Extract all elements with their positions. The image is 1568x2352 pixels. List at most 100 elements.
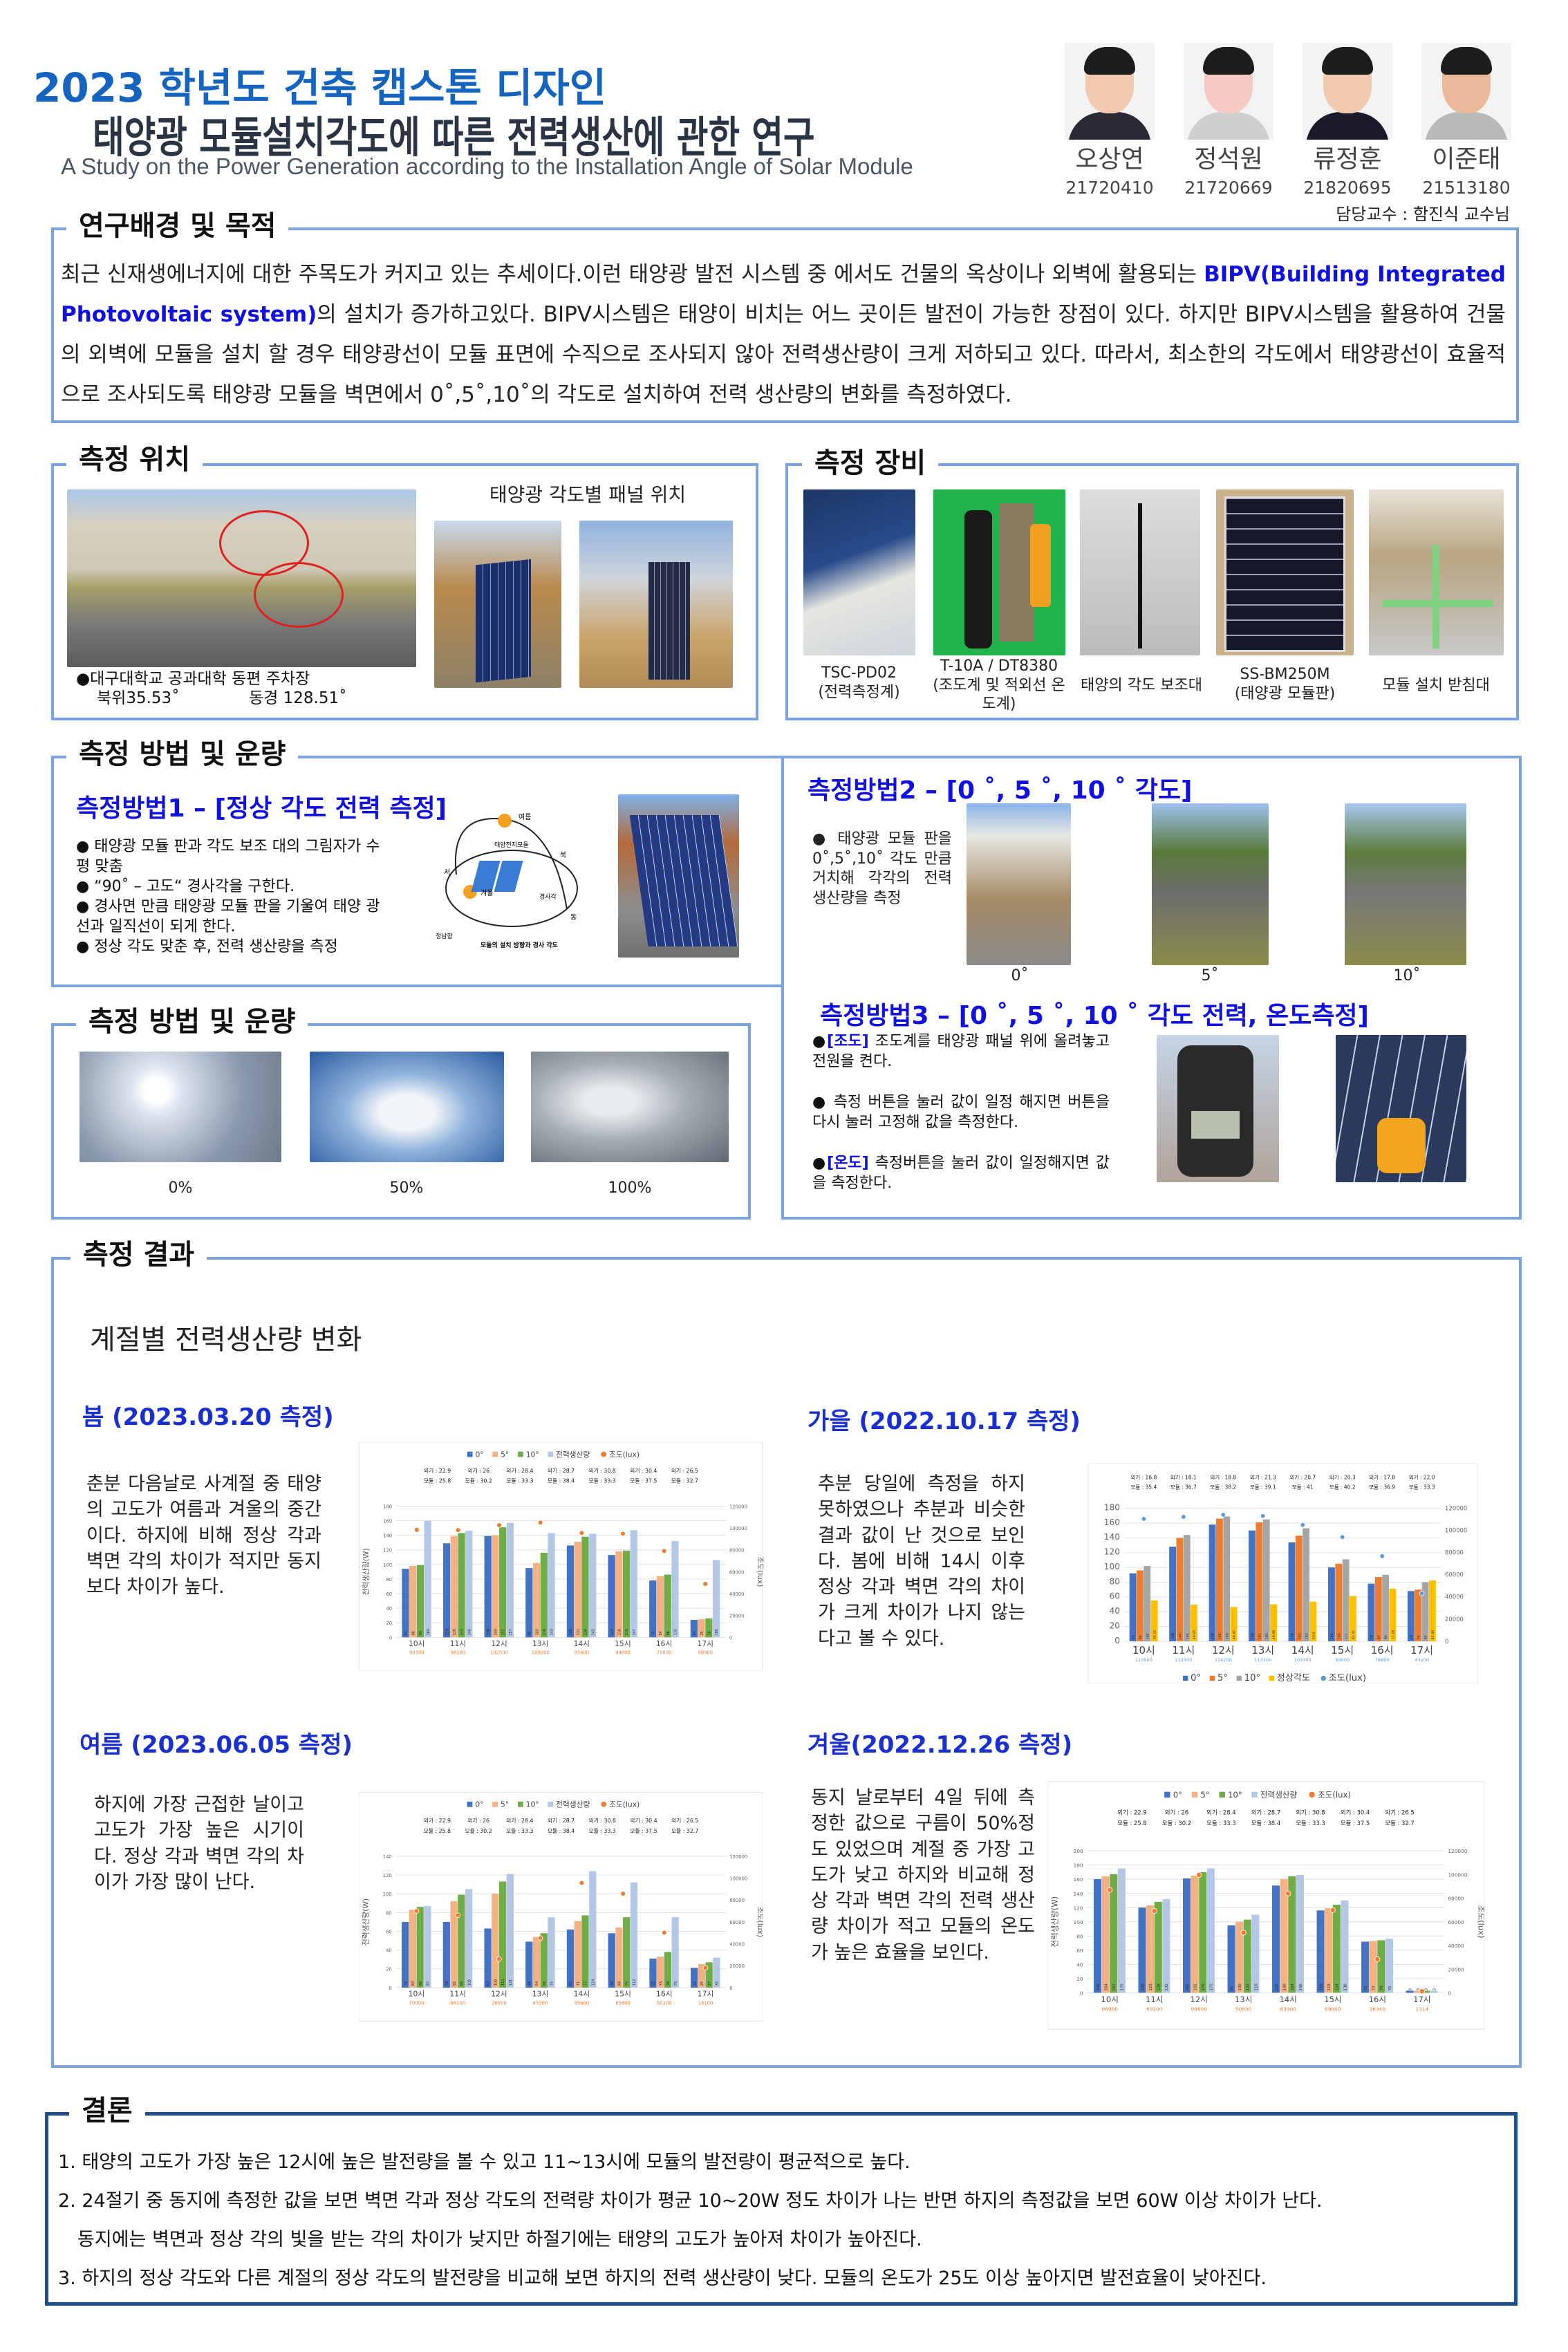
bar-10° bbox=[1342, 1559, 1350, 1642]
x-tick-label: 15시 bbox=[615, 1990, 631, 1999]
bar-10° bbox=[1144, 1566, 1151, 1642]
module-temp-label: 모듈 : 38.4 bbox=[548, 1477, 575, 1484]
bar-data-label: 78 bbox=[651, 1631, 655, 1635]
equipment-caption: 태양의 각도 보조대 bbox=[1076, 676, 1207, 696]
bar-data-label: 71 bbox=[577, 1981, 581, 1986]
bar-data-label: 106 bbox=[715, 1629, 719, 1635]
bar-data-label: 53.6 bbox=[1312, 1632, 1316, 1639]
bar-전력생산량 bbox=[1385, 1939, 1393, 1993]
legend-marker bbox=[518, 1451, 523, 1457]
bar-data-label: 120 bbox=[1141, 1984, 1145, 1990]
x-tick-label: 16시 bbox=[656, 1639, 672, 1648]
x-tick-label: 10시 bbox=[409, 1990, 425, 1999]
bar-0° bbox=[1208, 1524, 1216, 1642]
outdoor-temp-label: 외기 : 18.1 bbox=[1170, 1473, 1197, 1480]
bar-data-label: 167 bbox=[1112, 1984, 1117, 1990]
bar-data-label: 75 bbox=[625, 1981, 629, 1986]
bar-data-label: 161 bbox=[1186, 1984, 1190, 1990]
legend-label: 10° bbox=[1228, 1790, 1242, 1800]
y-tick-label: 20 bbox=[386, 1967, 392, 1972]
lux-data-label: 69100 bbox=[1146, 2006, 1163, 2013]
bar-data-label: 95 bbox=[1230, 1986, 1234, 1991]
x-tick-label: 17시 bbox=[697, 1639, 713, 1648]
y2-tick-label: 20000 bbox=[1445, 1616, 1464, 1623]
bar-data-label: 58 bbox=[610, 1981, 615, 1986]
bar-data-label: 132 bbox=[1165, 1984, 1169, 1990]
lux-data-label: 45200 bbox=[533, 2000, 548, 2006]
member-id: 21720669 bbox=[1184, 178, 1273, 198]
lux-data-label: 94000 bbox=[1335, 1657, 1350, 1663]
bar-0° bbox=[1169, 1547, 1177, 1642]
bar-data-label: 153 bbox=[1305, 1633, 1309, 1639]
equipment-title: 측정 장비 bbox=[802, 449, 939, 477]
legend-marker bbox=[1164, 1791, 1170, 1798]
bar-10° bbox=[1421, 1582, 1429, 1642]
lux-data-label: 43200 bbox=[1415, 1657, 1429, 1663]
legend-label: 0° bbox=[475, 1800, 483, 1809]
results-title: 측정 결과 bbox=[71, 1241, 207, 1269]
y2-tick-label: 0 bbox=[1448, 1990, 1451, 1997]
x-tick-label: 10시 bbox=[1101, 1995, 1118, 2004]
bar-data-label: 86 bbox=[419, 1981, 423, 1986]
lux-point bbox=[1285, 1890, 1291, 1896]
outdoor-temp-label: 외기 : 26 bbox=[467, 1467, 489, 1474]
y-tick-label: 120 bbox=[1104, 1547, 1120, 1557]
bar-data-label: 143 bbox=[1298, 1633, 1302, 1639]
lux-data-label: 95600 bbox=[575, 2000, 590, 2006]
bar-5° bbox=[698, 1618, 705, 1638]
equipment-desc: (조도계 및 적외선 온도계) bbox=[933, 676, 1065, 713]
bar-data-label: 70 bbox=[1417, 1635, 1421, 1639]
equipment-caption: T-10A / DT8380 (조도계 및 적외선 온도계) bbox=[930, 657, 1068, 714]
y-tick-label: 140 bbox=[1104, 1532, 1120, 1542]
module-temp-label: 모듈 : 36.9 bbox=[1369, 1484, 1395, 1491]
bar-0° bbox=[566, 1929, 575, 1988]
summer-heading: 여름 (2023.06.05 측정) bbox=[80, 1731, 353, 1759]
x-tick-label: 16시 bbox=[1371, 1644, 1394, 1656]
legend-marker bbox=[1236, 1675, 1242, 1681]
background-title: 연구배경 및 목적 bbox=[66, 212, 289, 240]
bar-data-label: 49 bbox=[528, 1981, 532, 1986]
bar-전력생산량 bbox=[589, 1871, 597, 1988]
diagram-label: 태양전지모듈 bbox=[494, 841, 529, 849]
bar-5° bbox=[1256, 1522, 1263, 1642]
bar-data-label: 151 bbox=[501, 1629, 505, 1635]
y-tick-label: 40 bbox=[1076, 1961, 1083, 1968]
outdoor-temp-label: 외기 : 26.5 bbox=[671, 1467, 698, 1474]
module-temp-label: 모듈 : 38.4 bbox=[548, 1828, 575, 1834]
outdoor-temp-label: 외기 : 28.4 bbox=[1206, 1809, 1235, 1816]
panel-photo bbox=[434, 521, 561, 688]
module-temp-label: 모듈 : 30.2 bbox=[465, 1828, 492, 1834]
y-tick-label: 60 bbox=[1076, 1948, 1083, 1954]
bar-data-label: 134 bbox=[1291, 1633, 1295, 1639]
bar-0° bbox=[649, 1958, 657, 1988]
lux-data-label: 113100 bbox=[1254, 1657, 1271, 1663]
x-tick-label: 10시 bbox=[409, 1639, 424, 1648]
bar-data-label: 84 bbox=[659, 1631, 663, 1635]
conclusion-list: 1. 태양의 고도가 가장 높은 12시에 높은 발전량을 볼 수 있고 11~… bbox=[58, 2143, 1323, 2298]
bar-10° bbox=[540, 1933, 548, 1988]
bar-data-label: 38 bbox=[666, 1981, 671, 1986]
method1-bullet: ● “90˚ – 고도“ 경사각을 구한다. bbox=[76, 878, 295, 895]
lux-point bbox=[414, 1527, 420, 1533]
outdoor-temp-label: 외기 : 28.4 bbox=[506, 1467, 533, 1474]
method2-title: 측정방법2 – [0 ˚, 5 ˚, 10 ˚ 각도] bbox=[808, 776, 1193, 805]
diagram-label: 겨울 bbox=[480, 889, 493, 897]
module-temp-label: 모듈 : 32.7 bbox=[1385, 1820, 1414, 1827]
bar-정상각도 bbox=[1150, 1600, 1158, 1642]
bar-5° bbox=[409, 1910, 416, 1988]
conclusion-section bbox=[45, 2112, 1518, 2306]
angle-0-photo bbox=[967, 803, 1071, 965]
bar-data-label: 116 bbox=[1319, 1984, 1323, 1991]
location-title: 측정 위치 bbox=[66, 446, 203, 474]
y-tick-label: 80 bbox=[1076, 1933, 1083, 1939]
bar-data-label: 105 bbox=[467, 1979, 472, 1986]
conclusion-item: 3. 하지의 정상 각도와 다른 계절의 정상 각도의 발전량을 비교해 보면 … bbox=[58, 2268, 1267, 2289]
module-temp-label: 모듈 : 30.2 bbox=[465, 1477, 492, 1484]
module-temp-label: 모듈 : 37.5 bbox=[630, 1477, 657, 1484]
results-subtitle: 계절별 전력생산량 변화 bbox=[90, 1324, 362, 1356]
bar-5° bbox=[698, 1964, 706, 1988]
conclusion-item: 2. 24절기 중 동지에 측정한 값을 보면 벽면 각과 정상 각도의 전력량… bbox=[58, 2190, 1323, 2212]
bar-0° bbox=[1227, 1925, 1235, 1993]
y2-tick-label: 80000 bbox=[729, 1898, 745, 1903]
cloud-100-photo bbox=[531, 1052, 729, 1162]
